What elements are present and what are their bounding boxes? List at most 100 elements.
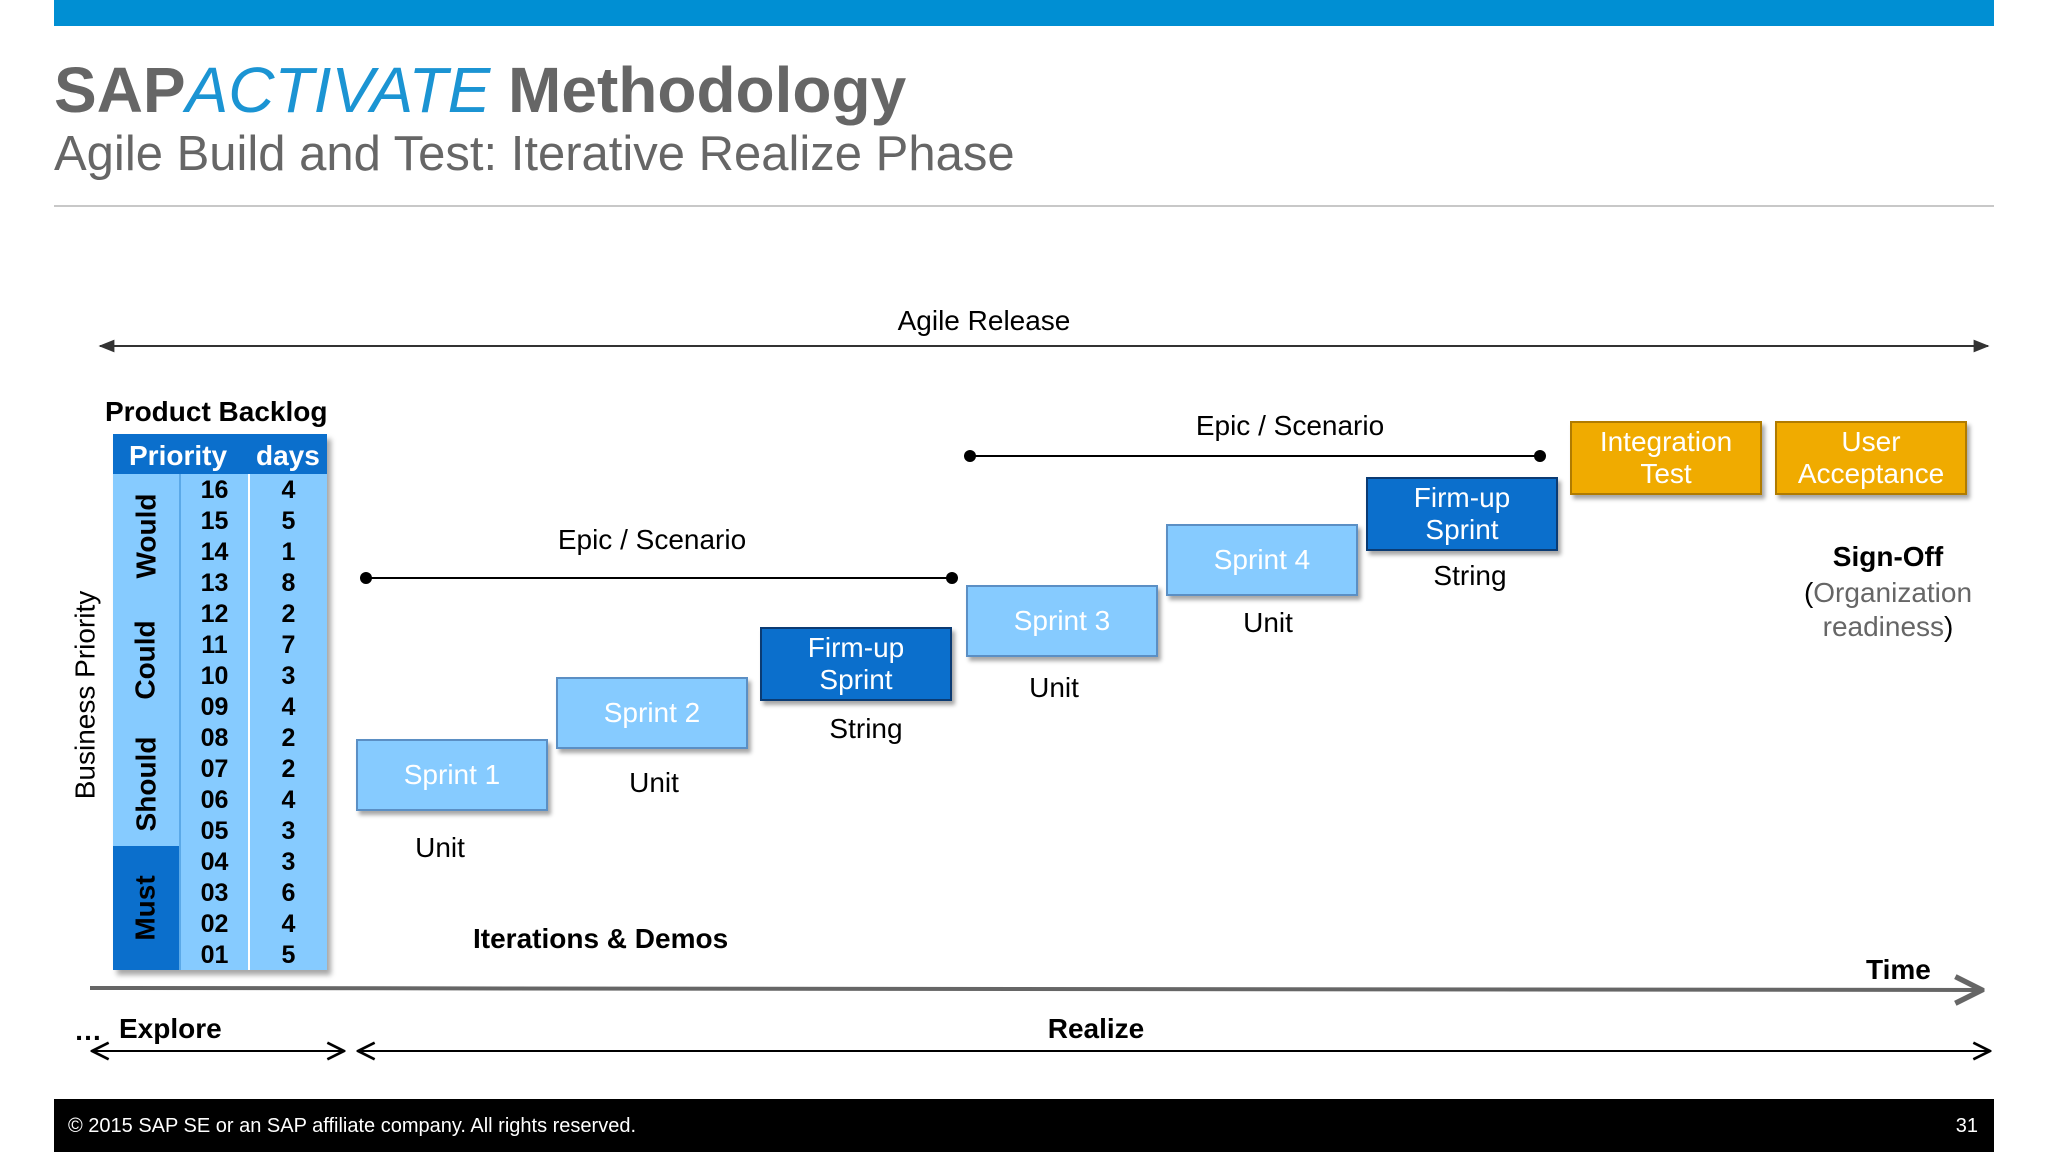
sign-off-paren-close: ) (1944, 611, 1954, 642)
time-label: Time (1866, 954, 1931, 985)
integration-test-line1: Integration (1599, 425, 1733, 457)
backlog-days-value: 6 (281, 879, 296, 907)
firm-up-sprint-1-box: Firm-up Sprint (760, 627, 952, 701)
firm-up-sprint-2-line2: Sprint (1425, 514, 1499, 545)
backlog-days-value: 7 (281, 631, 296, 659)
backlog-priority-value: 09 (200, 693, 229, 721)
backlog-days-value: 5 (281, 507, 296, 535)
user-acceptance-line2: Acceptance (1797, 458, 1945, 489)
backlog-header: Priority days (113, 434, 327, 474)
iterations-demos-label: Iterations & Demos (473, 923, 729, 954)
title-divider (54, 205, 1994, 207)
firm-up-sprint-1-type: String (829, 713, 903, 744)
firm-up-sprint-2-line1: Firm-up (1413, 481, 1511, 513)
sprint-2-box: Sprint 2 (556, 677, 748, 749)
sign-off-organization: Organization (1813, 577, 1973, 608)
backlog-days-value: 3 (281, 817, 296, 845)
epic-2-end-dot (1534, 450, 1546, 462)
sprint-1-label: Sprint 1 (403, 758, 501, 790)
firm-up-sprint-1-line1: Firm-up (807, 631, 905, 663)
category-would-label: Would (130, 493, 162, 579)
backlog-priority-value: 04 (200, 848, 229, 876)
realize-label: Realize (1047, 1013, 1145, 1044)
sprint-1-type: Unit (415, 832, 465, 863)
epic-scenario-label-1: Epic / Scenario (557, 524, 747, 555)
backlog-priority-value: 12 (200, 600, 229, 628)
sign-off-sub-1: (Organization (1803, 577, 1973, 609)
sign-off-label: Sign-Off (1832, 541, 1944, 572)
backlog-days-value: 2 (281, 600, 296, 628)
backlog-priority-value: 13 (200, 569, 229, 597)
category-could-label: Could (130, 620, 161, 700)
epic-2-start-dot (964, 450, 976, 462)
sprint-2-type: Unit (629, 767, 679, 798)
backlog-days-value: 1 (281, 538, 296, 566)
sign-off-paren-open: ( (1803, 577, 1814, 608)
backlog-priority-value: 06 (200, 786, 229, 814)
footer-bar: © 2015 SAP SE or an SAP affiliate compan… (54, 1099, 1994, 1152)
explore-ellipsis: … (74, 1015, 102, 1046)
backlog-priority-value: 10 (200, 662, 229, 690)
backlog-priority-value: 14 (200, 538, 229, 566)
epic-scenario-label-2: Epic / Scenario (1195, 410, 1385, 441)
title-sap: SAP (54, 54, 186, 126)
priority-column-header: Priority (129, 440, 228, 471)
backlog-priority-value: 16 (200, 476, 229, 504)
firm-up-sprint-2-box: Firm-up Sprint (1366, 477, 1558, 551)
backlog-priority-value: 02 (200, 910, 229, 938)
backlog-days-value: 3 (281, 848, 296, 876)
time-axis-arrow (89, 988, 1982, 990)
title-methodology: Methodology (490, 54, 907, 126)
epic-1-start-dot (360, 572, 372, 584)
sprint-3-label: Sprint 3 (1013, 604, 1111, 636)
explore-label: Explore (119, 1013, 222, 1044)
sprint-1-box: Sprint 1 (356, 739, 548, 811)
title-activate: ACTIVATE (185, 54, 491, 126)
category-should-label: Should (130, 736, 161, 832)
backlog-priority-value: 15 (200, 507, 229, 535)
backlog-priority-value: 08 (200, 724, 229, 752)
top-accent-bar (54, 0, 1994, 26)
sprint-3-type: Unit (1029, 672, 1079, 703)
days-column (250, 474, 327, 970)
sprint-2-label: Sprint 2 (603, 696, 701, 728)
backlog-days-value: 4 (281, 786, 296, 814)
backlog-days-value: 2 (281, 724, 296, 752)
integration-test-box: Integration Test (1570, 421, 1762, 495)
category-could: Could (113, 598, 179, 722)
backlog-priority-value: 11 (201, 631, 228, 659)
backlog-days-value: 4 (281, 693, 296, 721)
page-subtitle: Agile Build and Test: Iterative Realize … (54, 127, 1015, 181)
product-backlog-table: Priority days Would Could Should Must 16… (113, 434, 327, 970)
category-should: Should (113, 722, 179, 846)
backlog-days-value: 5 (281, 941, 296, 969)
user-acceptance-line1: User (1841, 425, 1901, 457)
priority-column: Would Could Should Must (113, 474, 248, 970)
category-would: Would (113, 474, 179, 598)
sprint-4-type: Unit (1243, 607, 1293, 638)
backlog-priority-value: 01 (200, 941, 229, 969)
user-acceptance-box: User Acceptance (1775, 421, 1967, 495)
backlog-priority-value: 03 (200, 879, 229, 907)
firm-up-sprint-2-type: String (1433, 560, 1507, 591)
category-must: Must (113, 846, 179, 970)
backlog-days-value: 4 (281, 910, 296, 938)
sprint-4-box: Sprint 4 (1166, 524, 1358, 596)
sprint-3-box: Sprint 3 (966, 585, 1158, 657)
sprint-4-label: Sprint 4 (1213, 543, 1311, 575)
product-backlog-title: Product Backlog (105, 396, 328, 427)
agile-release-label: Agile Release (897, 305, 1071, 336)
footer-page-number: 31 (1955, 1115, 1978, 1137)
backlog-days-value: 3 (281, 662, 296, 690)
integration-test-line2: Test (1640, 458, 1692, 489)
backlog-priority-value: 05 (200, 817, 229, 845)
backlog-days-value: 4 (281, 476, 296, 504)
backlog-days-value: 2 (281, 755, 296, 783)
epic-1-end-dot (946, 572, 958, 584)
business-priority-label: Business Priority (69, 590, 101, 800)
page-title: SAPACTIVATE Methodology (54, 52, 906, 128)
days-column-header: days (256, 440, 320, 471)
footer-copyright: © 2015 SAP SE or an SAP affiliate compan… (68, 1115, 637, 1137)
sign-off-readiness: readiness (1822, 611, 1945, 642)
